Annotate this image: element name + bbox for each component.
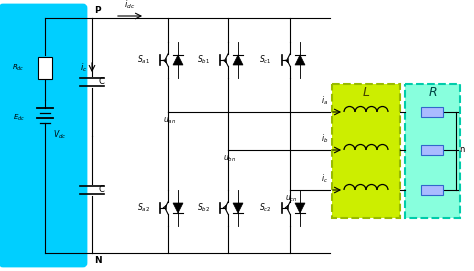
- Text: $E_{dc}$: $E_{dc}$: [13, 113, 25, 123]
- Text: N: N: [94, 256, 101, 265]
- Text: $R_{dc}$: $R_{dc}$: [12, 63, 25, 73]
- Text: $i_b$: $i_b$: [321, 133, 328, 145]
- Text: $S_{a2}$: $S_{a2}$: [137, 202, 150, 214]
- Text: $i_c$: $i_c$: [80, 62, 87, 74]
- Text: C: C: [99, 186, 105, 195]
- Text: $S_{a1}$: $S_{a1}$: [137, 54, 150, 66]
- Bar: [421, 185, 443, 195]
- Polygon shape: [173, 55, 183, 65]
- Text: $u_{an}$: $u_{an}$: [163, 116, 176, 127]
- FancyBboxPatch shape: [0, 5, 86, 266]
- Polygon shape: [295, 55, 305, 65]
- Text: $R$: $R$: [428, 86, 437, 99]
- Text: $i_{dc}$: $i_{dc}$: [124, 0, 136, 11]
- Text: P: P: [94, 6, 100, 15]
- Polygon shape: [233, 203, 243, 213]
- Text: $u_{cn}$: $u_{cn}$: [285, 194, 298, 205]
- Text: $L$: $L$: [362, 86, 370, 99]
- FancyBboxPatch shape: [405, 84, 460, 218]
- Text: $i_a$: $i_a$: [321, 95, 328, 107]
- Text: $S_{c2}$: $S_{c2}$: [259, 202, 272, 214]
- FancyBboxPatch shape: [332, 84, 400, 218]
- Polygon shape: [295, 203, 305, 213]
- Text: n: n: [459, 146, 465, 154]
- Polygon shape: [173, 203, 183, 213]
- Text: $u_{bn}$: $u_{bn}$: [223, 154, 236, 164]
- Text: $V_{dc}$: $V_{dc}$: [53, 129, 66, 141]
- Bar: [421, 107, 443, 117]
- Bar: [421, 145, 443, 155]
- Text: $i_c$: $i_c$: [321, 173, 328, 185]
- Text: C: C: [99, 78, 105, 86]
- Bar: [38, 57, 52, 79]
- Text: $S_{c1}$: $S_{c1}$: [259, 54, 272, 66]
- Text: $S_{b1}$: $S_{b1}$: [197, 54, 210, 66]
- Text: $S_{b2}$: $S_{b2}$: [197, 202, 210, 214]
- Polygon shape: [233, 55, 243, 65]
